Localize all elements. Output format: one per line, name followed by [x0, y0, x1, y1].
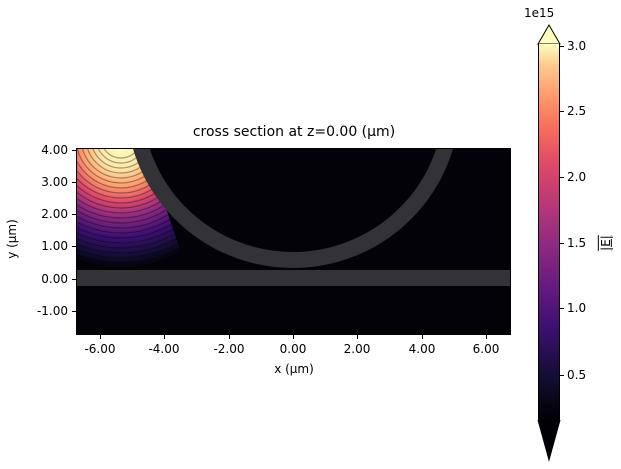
y-tick-label: 0.00 [41, 272, 68, 286]
x-tick-label: 6.00 [472, 342, 500, 356]
colorbar-tick-label: 3.0 [567, 39, 587, 53]
colorbar-tick [560, 46, 564, 47]
x-tick [229, 335, 230, 339]
y-axis-label: y (μm) [4, 219, 19, 259]
colorbar-tick-label: 1.0 [567, 301, 587, 315]
colorbar-tick [560, 177, 564, 178]
x-tick-label: 0.00 [279, 342, 307, 356]
bus-waveguide [76, 270, 511, 286]
x-tick [164, 335, 165, 339]
y-tick [72, 182, 76, 183]
y-tick [72, 214, 76, 215]
y-tick-label: 2.00 [41, 207, 68, 221]
x-tick [293, 335, 294, 339]
x-tick [100, 335, 101, 339]
colorbar-exponent: 1e15 [524, 6, 555, 20]
colorbar-label: |E| [598, 235, 613, 251]
colorbar-tick-label: 1.5 [567, 236, 587, 250]
x-tick [486, 335, 487, 339]
x-tick-label: -2.00 [213, 342, 245, 356]
field-heatmap [76, 148, 511, 335]
colorbar [538, 44, 560, 420]
x-tick [357, 335, 358, 339]
y-tick-label: 3.00 [41, 175, 68, 189]
x-axis-label: x (μm) [274, 362, 314, 376]
colorbar-tick-label: 0.5 [567, 368, 587, 382]
x-tick-label: 4.00 [408, 342, 436, 356]
y-tick-label: 4.00 [41, 143, 68, 157]
colorbar-tick-label: 2.5 [567, 104, 587, 118]
ring-resonator [132, 148, 454, 268]
x-tick [422, 335, 423, 339]
x-tick-label: 2.00 [343, 342, 371, 356]
x-tick-label: -4.00 [148, 342, 180, 356]
y-tick [72, 246, 76, 247]
colorbar-tick-label: 2.0 [567, 170, 587, 184]
colorbar-tick [560, 111, 564, 112]
heatmap-svg [76, 148, 511, 335]
colorbar-tick [560, 243, 564, 244]
y-tick [72, 279, 76, 280]
colorbar-tick [560, 375, 564, 376]
y-tick [72, 311, 76, 312]
y-tick-label: -1.00 [36, 304, 68, 318]
x-tick-label: -6.00 [84, 342, 116, 356]
colorbar-tick [560, 308, 564, 309]
colorbar-min-extend-icon [537, 420, 561, 462]
colorbar-max-extend-icon [537, 24, 561, 45]
y-tick-label: 1.00 [41, 239, 68, 253]
chart-title: cross section at z=0.00 (μm) [192, 124, 396, 140]
y-tick [72, 150, 76, 151]
